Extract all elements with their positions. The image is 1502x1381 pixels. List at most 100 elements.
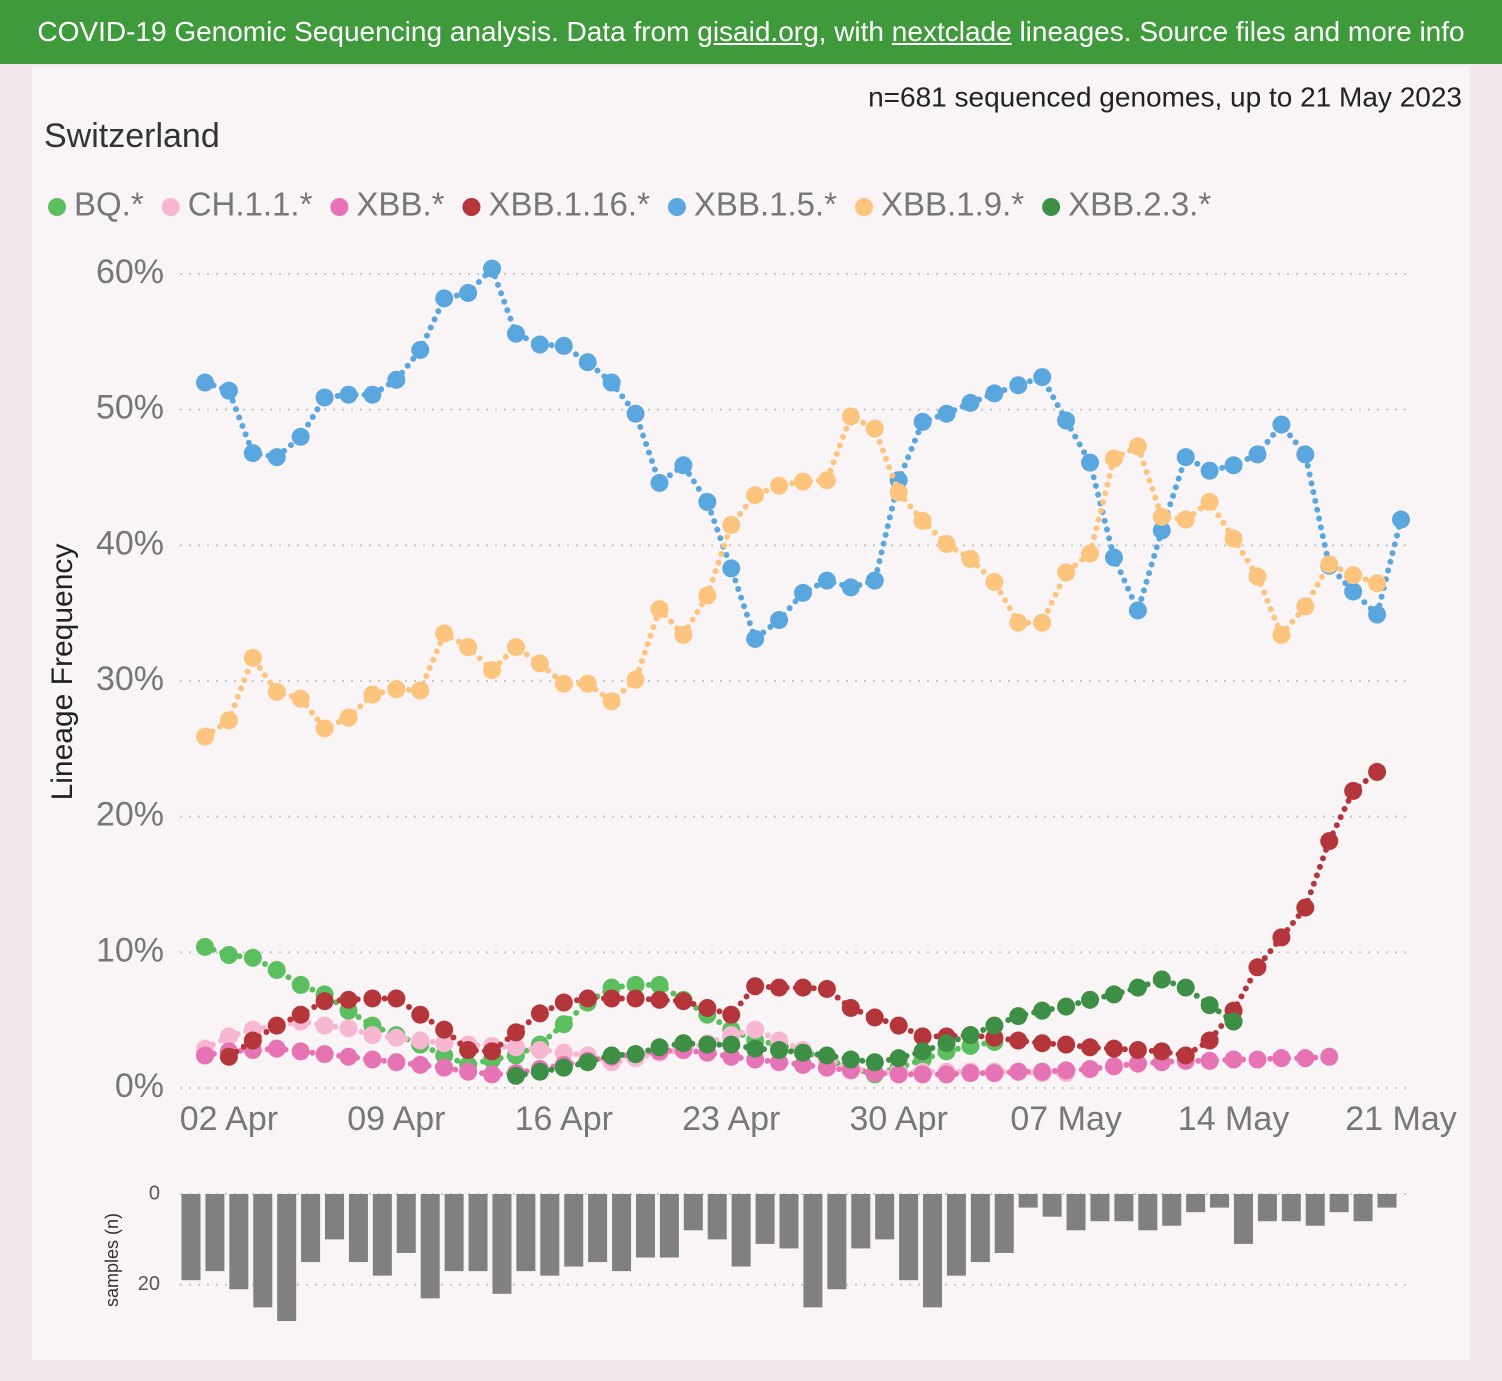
data-point [506,638,525,657]
data-point [722,515,741,534]
legend-label: XBB.* [356,186,444,223]
bar [779,1194,799,1249]
data-point [1081,453,1100,472]
data-point [602,989,621,1008]
data-point [387,1053,406,1072]
data-point [985,572,1004,591]
data-point [219,381,238,400]
data-point [411,340,430,359]
data-point [435,1034,454,1053]
data-point [722,1035,741,1054]
data-point [889,1016,908,1035]
data-point [411,1031,430,1050]
data-point [243,648,262,667]
data-point [913,412,932,431]
legend-swatch [48,198,66,216]
data-point [1392,510,1410,529]
data-point [626,975,645,994]
data-point [1057,997,1076,1016]
data-point [1104,548,1123,567]
bar [420,1194,440,1299]
x-tick-label: 21 May [1345,1100,1457,1138]
data-point [387,989,406,1008]
data-point [650,600,669,619]
data-point [219,1027,238,1046]
data-point [1368,605,1387,624]
data-point [554,674,573,693]
data-point [435,289,454,308]
bar [923,1194,943,1308]
y-tick-label: 10% [96,931,164,969]
data-point [291,975,310,994]
data-point [1200,1051,1219,1070]
data-point [1081,1038,1100,1057]
data-point [1057,1035,1076,1054]
data-point [865,419,884,438]
data-point [1296,597,1315,616]
data-point [339,1019,358,1038]
data-point [937,1034,956,1053]
data-point [530,335,549,354]
data-point [267,682,286,701]
y-tick-label: 30% [96,660,164,698]
data-point [794,978,812,997]
bar [1114,1194,1134,1222]
bar [1305,1194,1325,1226]
data-point [602,373,621,392]
data-point [1009,613,1028,632]
legend-swatch [462,198,481,216]
data-point [1368,762,1387,781]
data-point [1081,1060,1100,1079]
bar [516,1194,536,1272]
header: COVID-19 Genomic Sequencing analysis. Da… [0,0,1502,64]
legend-label: XBB.1.16.* [488,186,650,223]
data-point [363,989,382,1008]
link[interactable]: nextclade [891,16,1012,47]
data-point [817,979,836,998]
y-tick-label: 40% [96,524,164,562]
data-point [841,998,860,1017]
data-point [459,1041,478,1060]
data-point [1200,461,1219,480]
data-point [865,571,884,590]
bar [612,1194,632,1272]
data-point [530,1062,549,1081]
data-point [746,1039,765,1058]
data-point [1200,1031,1219,1050]
x-tick-label: 09 Apr [347,1100,445,1138]
data-point [913,1065,932,1084]
data-point [291,427,310,446]
bar [659,1194,679,1258]
data-point [626,1045,645,1064]
data-point [1248,1050,1267,1069]
bar [1210,1194,1230,1208]
data-point [267,960,286,979]
data-point [674,992,693,1011]
data-point [1081,544,1100,563]
data-point [411,681,430,700]
data-point [722,559,741,578]
legend-label: XBB.1.9.* [881,186,1024,223]
data-point [817,1046,836,1065]
data-point [1272,928,1291,947]
bar [492,1194,512,1294]
data-point [937,404,956,423]
data-point [339,385,358,404]
data-point [267,1016,286,1035]
bar [707,1194,727,1240]
data-point [1033,1062,1052,1081]
bar [1138,1194,1158,1231]
data-point [985,384,1004,403]
bar [588,1194,608,1263]
x-tick-label: 14 May [1178,1100,1290,1138]
data-point [746,629,765,648]
data-point [1224,456,1243,475]
data-point [913,1042,932,1061]
data-point [698,586,717,605]
bar [970,1194,990,1263]
bar [1042,1194,1062,1217]
legend-label: CH.1.1.* [188,186,313,223]
data-point [1009,1031,1028,1050]
bar [372,1194,392,1276]
link[interactable]: gisaid.org [697,16,819,47]
